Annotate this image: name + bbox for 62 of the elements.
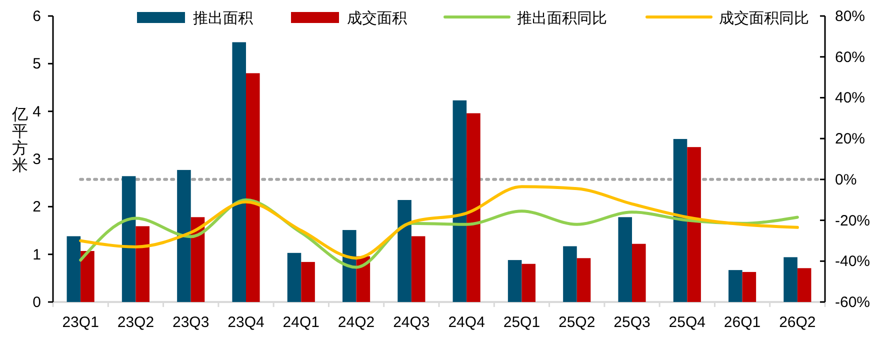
bar — [136, 226, 150, 302]
y2-tick-label: -40% — [835, 253, 870, 270]
bar — [728, 270, 742, 302]
legend-label: 推出面积 — [193, 10, 253, 27]
y-tick-label: 2 — [32, 198, 41, 216]
bar — [66, 236, 81, 302]
bar — [177, 170, 191, 302]
bar — [797, 268, 812, 302]
y-tick-label: 4 — [32, 103, 41, 120]
x-tick-label: 26Q2 — [779, 314, 816, 331]
y-tick-label: 1 — [32, 246, 41, 264]
y2-tick-label: 80% — [835, 8, 866, 25]
y2-tick-label: 40% — [835, 90, 866, 107]
bar — [452, 100, 467, 302]
y2-tick-label: -20% — [835, 212, 870, 230]
x-tick-label: 24Q3 — [393, 314, 430, 331]
y-tick-label: 0 — [32, 294, 41, 311]
bar — [673, 138, 688, 302]
bar — [522, 264, 536, 302]
bar — [618, 217, 632, 302]
bar — [232, 42, 246, 302]
y-tick-label: 3 — [32, 151, 41, 168]
bar — [342, 230, 356, 302]
bar — [190, 217, 205, 302]
x-tick-label: 24Q1 — [282, 314, 320, 331]
x-tick-label: 23Q1 — [62, 314, 99, 331]
y2-tick-label: 60% — [835, 48, 866, 66]
bar — [508, 260, 522, 302]
x-tick-label: 25Q1 — [503, 314, 540, 331]
bar — [576, 258, 591, 302]
y-tick-label: 5 — [32, 56, 41, 73]
bar — [301, 262, 315, 302]
legend-label: 成交面积 — [347, 10, 407, 27]
x-tick-label: 25Q4 — [668, 314, 706, 331]
line-series — [79, 185, 799, 260]
bar — [122, 176, 136, 302]
bar — [246, 73, 260, 302]
x-tick-label: 25Q2 — [558, 314, 596, 331]
bar — [563, 246, 577, 302]
y2-tick-label: 0% — [835, 171, 857, 188]
bar — [411, 236, 426, 302]
y2-tick-label: 20% — [835, 130, 866, 148]
bar — [466, 113, 480, 302]
x-tick-label: 24Q4 — [448, 314, 485, 331]
x-tick-label: 26Q1 — [724, 314, 761, 331]
x-tick-label: 25Q3 — [614, 314, 650, 331]
x-tick-label: 23Q4 — [228, 314, 264, 331]
x-tick-label: 23Q2 — [117, 314, 154, 331]
legend-label: 成交面积同比 — [719, 10, 809, 27]
x-tick-label: 24Q2 — [338, 314, 375, 331]
bar — [687, 147, 701, 302]
bar — [80, 250, 94, 302]
x-tick-label: 23Q3 — [172, 314, 210, 331]
bar — [742, 272, 756, 302]
y-axis-title: 亿平方米 — [11, 106, 28, 174]
y2-tick-label: -60% — [835, 294, 870, 311]
bar — [784, 257, 798, 302]
bar — [632, 244, 646, 302]
legend-label: 推出面积同比 — [517, 10, 607, 27]
bar — [398, 200, 412, 302]
y-tick-label: 6 — [32, 8, 41, 25]
bar — [287, 252, 302, 302]
